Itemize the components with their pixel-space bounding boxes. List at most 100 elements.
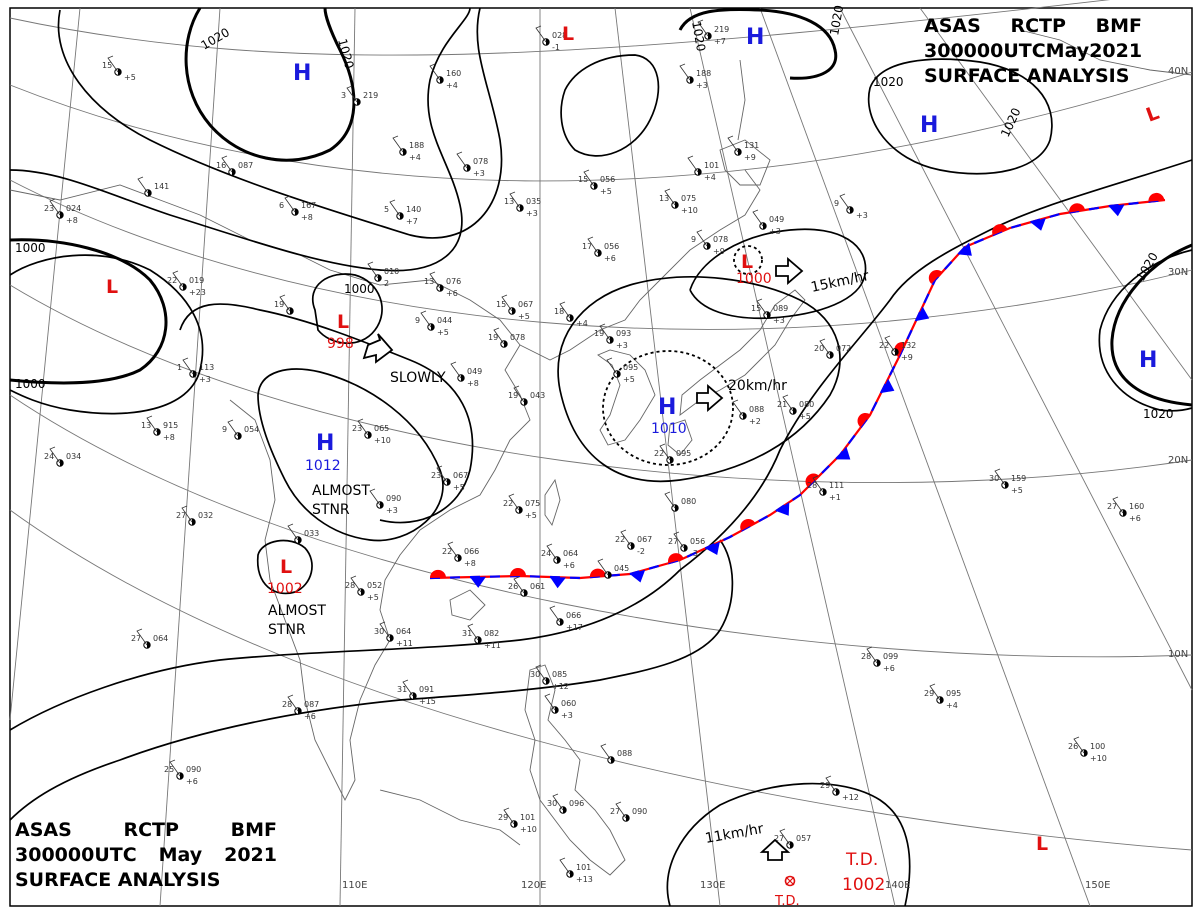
parallel-10n [9,394,1193,658]
note-word: ALMOST [312,483,370,499]
station-temperature: 1 [177,363,182,372]
td-pressure: 1002 [842,875,885,895]
station-pressure: 075 [525,499,540,508]
warm-front-semicircle [509,568,526,577]
wind-barb-icon [673,531,685,549]
title-office: BMF [230,819,277,841]
station-pressure: 131 [744,141,759,150]
wind-barb-icon [287,694,299,712]
station-pressure-tendency: +5 [623,375,635,384]
station-pressure-tendency: +1 [829,493,841,502]
sky-cover-icon [793,407,797,415]
station-temperature: 19 [488,333,498,342]
station-plot: 22 066 +8 [442,541,479,568]
sky-cover-icon [524,398,528,406]
station-plot: 9 078 +9 [691,229,728,256]
wind-barb-icon [136,628,148,646]
wind-barb-icon [544,693,556,711]
station-pressure-tendency: +5 [437,328,449,337]
station-plot: 23 024 +8 [44,198,81,225]
station-pressure: 188 [696,69,711,78]
wind-barb-icon [587,236,599,254]
isobar [560,54,660,157]
taiwan [544,478,561,527]
cold-front-triangle [549,576,566,589]
station-plot: 26 100 +10 [1068,736,1107,763]
isobar [179,303,474,524]
wind-barb-icon [994,468,1006,486]
sky-cover-icon [790,841,794,849]
meridian-140e [689,7,896,907]
note-word: ALMOST [268,603,326,619]
station-pressure: 049 [467,367,482,376]
station-pressure-tendency: +3 [696,81,708,90]
title-year: 2021 [1089,40,1143,62]
sky-cover-icon [1005,481,1009,489]
station-plot: 30 085 +12 [530,664,569,691]
station-plot: 049+8 [450,361,482,388]
wind-barb-icon [884,335,896,353]
station-pressure-tendency: +9 [713,247,725,256]
station-plot: 033 [287,523,319,544]
sky-cover-icon [440,76,444,84]
title-time: 300000UTC [924,40,1046,62]
wind-barb-icon [929,683,941,701]
station-plot: 219+7 [697,19,729,46]
title-row-2: 300000UTC May 2021 [15,843,277,868]
station-pressure: 095 [623,363,638,372]
station-pressure: 056 [600,175,615,184]
station-temperature: 15 [578,175,588,184]
station-pressure: 087 [304,700,319,709]
wind-barb-icon [450,361,462,379]
station-pressure: 113 [199,363,214,372]
typhoon-symbol-icon [784,875,796,887]
station-temperature: 27 [176,511,186,520]
station-temperature: 22 [615,535,625,544]
station-pressure: 064 [153,634,168,643]
sky-cover-icon [157,428,161,436]
meridian-170e [919,7,1193,381]
station-pressure-tendency: +6 [604,254,616,263]
low-center: L [1036,833,1048,855]
station-plot: 1 113 +3 [177,357,214,384]
sky-cover-icon [763,222,767,230]
station-pressure: 078 [473,157,488,166]
cold-front-triangle [629,569,646,583]
station-pressure: 090 [632,807,647,816]
low-pressure-value: 1000 [736,271,772,287]
station-pressure: 043 [530,391,545,400]
isobar-1020 [1098,249,1193,412]
station-plot: 13 076 +6 [424,271,461,298]
station-pressure: 060 [561,699,576,708]
station-temperature: 16 [216,161,226,170]
station-plot: 29 095 +4 [924,683,961,710]
warm-front-semicircle [740,518,756,531]
tropical-depression: T.D. 1002 T.D. [774,850,885,909]
station-plot: 078+3 [456,151,488,178]
sky-cover-icon [519,506,523,514]
sky-cover-icon [413,692,417,700]
station-pressure-tendency: +3 [769,227,781,236]
lon-label: 120E [521,880,546,891]
station-plot: 22 075 +5 [503,493,540,520]
wind-barb-icon [597,558,609,576]
station-plot: 5 140 +7 [384,199,421,226]
station-pressure-tendency: +5 [453,483,465,492]
high-center: H [746,25,764,50]
isobars-heavy [9,7,1193,407]
warm-front-semicircle [668,553,684,564]
sky-cover-icon [512,307,516,315]
low-center: L [741,251,753,273]
meridian-150e [759,7,1091,907]
station-temperature: 30 [374,627,384,636]
station-temperature: 28 [861,652,871,661]
wind-barb-icon [350,575,362,593]
td-label-secondary: T.D. [774,894,800,909]
station-plot: 15 +5 [102,55,136,82]
wind-barb-icon [49,446,61,464]
borneo-coast [379,789,521,846]
station-pressure-tendency: +12 [552,682,569,691]
station-pressure: 045 [614,564,629,573]
station-pressure: 101 [520,813,535,822]
wind-barb-icon [549,605,561,623]
